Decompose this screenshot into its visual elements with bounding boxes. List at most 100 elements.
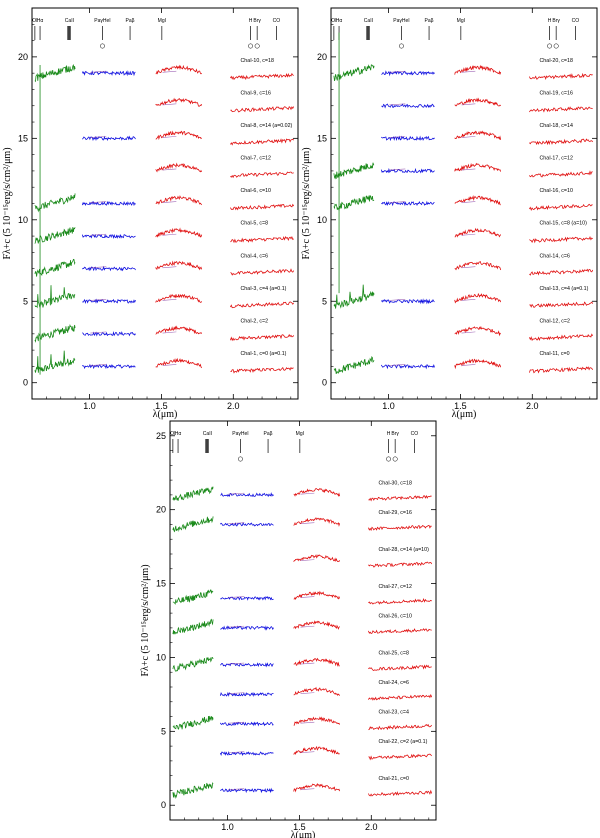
x-tick-label: 1.0 xyxy=(83,401,96,411)
spectrum-label: ChaI-19, c=16 xyxy=(539,90,572,96)
hk-trace xyxy=(368,597,432,605)
model-fragment xyxy=(300,625,315,628)
hk-trace xyxy=(454,162,502,172)
spectrum-label: ChaI-24, c=6 xyxy=(378,680,409,686)
hk-trace xyxy=(230,268,295,276)
spectrum-5: ChaI-15, c=8 (a=10) xyxy=(454,221,593,244)
model-fragment xyxy=(389,70,406,73)
model-fragment xyxy=(162,233,177,236)
model-fragment xyxy=(90,266,107,269)
model-fragment xyxy=(162,70,177,73)
y-axis-title: Fλ+c (5 10⁻¹⁵erg/s/cm²/μm) xyxy=(140,564,151,676)
x-tick-label: 1.0 xyxy=(382,401,395,411)
model-fragment xyxy=(228,721,245,724)
hk-trace xyxy=(454,261,502,271)
zj-trace xyxy=(82,298,136,305)
telluric-marker xyxy=(399,43,404,49)
zj-trace xyxy=(82,363,136,370)
model-fragment xyxy=(90,136,107,138)
spectrum-4: ChaI-14, c=6 xyxy=(454,253,594,276)
model-fragment xyxy=(300,721,315,724)
model-fragment xyxy=(389,201,406,203)
hk-trace xyxy=(529,138,593,146)
spectrum-label: ChaI-9, c=16 xyxy=(240,90,271,96)
line-id-label: MgI xyxy=(296,431,304,437)
spectrum-9: ChaI-19, c=16 xyxy=(381,90,593,113)
model-fragment xyxy=(461,168,476,171)
optical-trace xyxy=(333,162,375,180)
spectrum-label: ChaI-14, c=6 xyxy=(539,253,570,259)
model-fragment xyxy=(300,662,315,665)
hk-trace xyxy=(368,494,432,502)
hk-trace xyxy=(230,171,294,179)
model-fragment xyxy=(300,492,315,495)
hk-trace xyxy=(368,664,432,671)
spectrum-label: ChaI-30, c=18 xyxy=(378,481,411,487)
spectrum-label: ChaI-27, c=12 xyxy=(378,584,411,590)
model-fragment xyxy=(461,201,476,203)
model-fragment xyxy=(461,364,476,366)
model-fragment xyxy=(461,70,476,73)
spectrum-label: ChaI-18, c=14 xyxy=(539,123,572,129)
optical-trace xyxy=(172,657,214,672)
zj-trace xyxy=(380,363,435,370)
spectrum-label: ChaI-6, c=10 xyxy=(240,188,271,194)
spectrum-10: ChaI-10, c=18 xyxy=(34,58,294,83)
y-tick-label: 0 xyxy=(161,800,166,810)
optical-trace xyxy=(34,350,76,373)
line-id-label: H xyxy=(387,431,391,437)
hk-trace xyxy=(368,524,432,532)
telluric-marker xyxy=(100,43,105,49)
optical-trace xyxy=(172,589,214,605)
spectrum-2: ChaI-12, c=2 xyxy=(454,318,594,342)
hk-trace xyxy=(454,195,501,206)
hk-trace xyxy=(230,301,295,309)
model-fragment xyxy=(389,298,406,301)
spectrum-label: ChaI-16, c=10 xyxy=(539,188,572,194)
optical-trace xyxy=(34,258,76,277)
model-fragment xyxy=(162,201,177,203)
spectrum-5: ChaI-25, c=8 xyxy=(172,650,432,672)
spectrum-8: ChaI-8, c=14 (a=0.02) xyxy=(82,123,294,146)
model-fragment xyxy=(162,298,177,301)
hk-trace xyxy=(454,358,502,370)
optical-trace xyxy=(172,516,214,533)
zj-trace xyxy=(82,135,136,142)
hk-trace xyxy=(230,366,294,374)
hk-trace xyxy=(293,686,341,696)
optical-trace xyxy=(333,194,375,212)
telluric-marker xyxy=(238,456,243,462)
spectrum-9: ChaI-29, c=16 xyxy=(172,510,432,533)
line-id-label: Hα xyxy=(175,431,182,437)
zj-trace xyxy=(220,492,274,498)
model-fragment xyxy=(228,522,245,525)
x-tick-label: 2.0 xyxy=(526,401,539,411)
line-id-label: OI xyxy=(32,18,37,24)
zj-trace xyxy=(381,135,435,142)
hk-trace xyxy=(368,723,432,731)
model-fragment xyxy=(228,625,245,628)
hk-trace xyxy=(155,64,202,75)
model-fragment xyxy=(300,751,315,754)
spectrum-label: ChaI-11, c=0 xyxy=(539,351,569,357)
spectrum-label: ChaI-13, c=4 (a=0.1) xyxy=(539,286,588,292)
optical-trace xyxy=(333,356,375,375)
y-axis-title: Fλ+c (5 10⁻¹⁵erg/s/cm²/μm) xyxy=(301,147,312,259)
hk-trace xyxy=(155,162,203,173)
zj-trace xyxy=(220,596,274,601)
model-fragment xyxy=(461,266,476,269)
model-fragment xyxy=(228,492,245,495)
line-id-label: CaII xyxy=(364,18,373,24)
spectrum-1: ChaI-1, c=0 (a=0.1) xyxy=(34,350,294,374)
y-tick-label: 0 xyxy=(23,378,28,388)
model-fragment xyxy=(90,70,107,73)
spectrum-label: ChaI-2, c=2 xyxy=(240,318,268,324)
hk-trace xyxy=(155,97,203,107)
line-id-label: PaγHeI xyxy=(393,18,409,24)
optical-trace xyxy=(34,193,76,213)
hk-trace xyxy=(529,170,593,178)
zj-trace xyxy=(82,330,136,337)
line-id-label: H xyxy=(548,18,552,24)
spectrum-label: ChaI-4, c=6 xyxy=(240,253,268,259)
spectrum-label: ChaI-10, c=18 xyxy=(240,58,273,64)
